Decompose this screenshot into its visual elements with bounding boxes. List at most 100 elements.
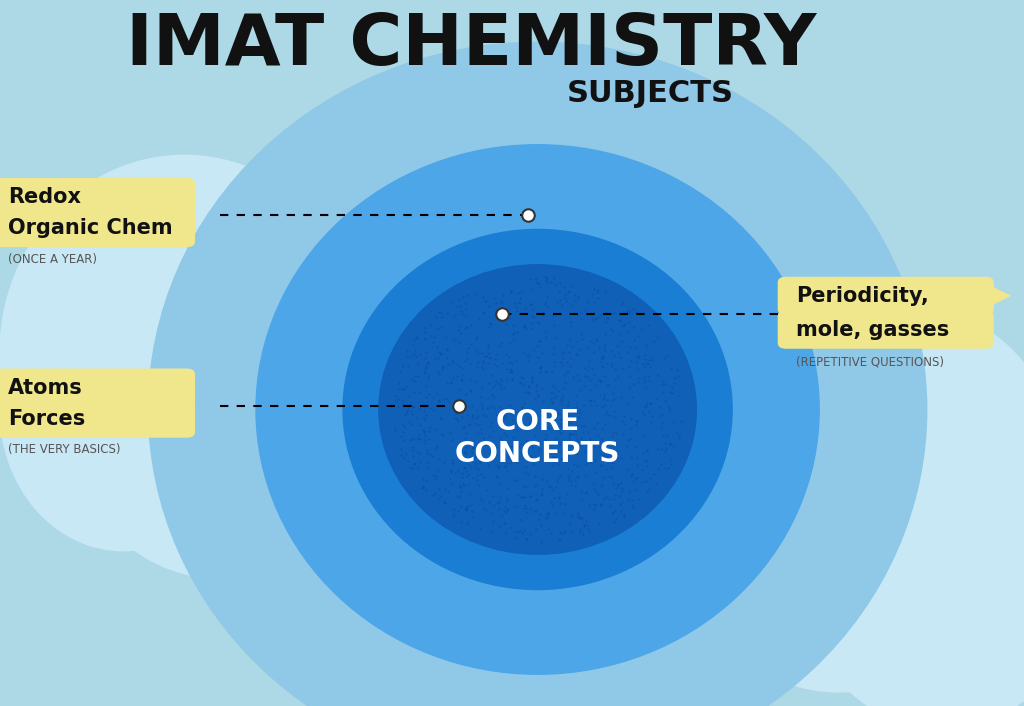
Point (424, 469, 440, 481)
Point (467, 457, 483, 469)
Point (532, 366, 549, 378)
Point (557, 292, 573, 304)
Point (455, 292, 471, 303)
Point (546, 360, 562, 371)
Point (444, 510, 461, 522)
Point (646, 468, 663, 479)
Point (539, 301, 555, 312)
Point (590, 429, 606, 441)
Point (551, 491, 567, 503)
Point (501, 357, 517, 368)
Point (459, 354, 475, 365)
Point (530, 316, 547, 328)
Point (586, 442, 602, 453)
Point (604, 508, 621, 520)
Point (557, 377, 573, 388)
Point (575, 421, 592, 432)
Point (519, 506, 536, 517)
Point (416, 427, 432, 438)
Point (412, 433, 428, 445)
Point (605, 388, 622, 399)
Point (586, 308, 602, 319)
Point (603, 457, 620, 469)
Point (554, 453, 570, 464)
Point (439, 343, 456, 354)
Point (459, 503, 475, 515)
Point (395, 420, 412, 431)
Point (642, 472, 658, 484)
Ellipse shape (343, 229, 732, 590)
Point (586, 283, 602, 294)
Point (622, 306, 638, 317)
Point (444, 372, 461, 383)
Point (475, 432, 492, 443)
Point (642, 397, 658, 409)
Point (475, 356, 492, 367)
Point (483, 417, 500, 429)
Point (510, 527, 526, 538)
Point (418, 409, 434, 421)
Point (417, 326, 433, 337)
Point (535, 488, 551, 499)
Point (561, 519, 578, 530)
Point (406, 335, 422, 346)
Point (539, 513, 555, 524)
Point (473, 427, 489, 438)
Point (631, 373, 647, 384)
Text: mole, gasses: mole, gasses (797, 320, 949, 340)
Point (427, 487, 443, 498)
Point (447, 407, 464, 418)
Point (527, 494, 544, 505)
Point (634, 406, 650, 417)
Point (614, 336, 631, 347)
Point (564, 410, 581, 421)
Point (492, 408, 508, 419)
Point (583, 400, 599, 411)
Point (586, 484, 602, 495)
Point (548, 333, 564, 344)
Point (477, 296, 494, 307)
Point (614, 362, 631, 373)
Point (563, 428, 580, 439)
Point (394, 400, 411, 412)
Point (512, 421, 528, 433)
Point (473, 391, 489, 402)
Point (496, 382, 512, 393)
Point (389, 393, 406, 405)
Point (467, 462, 483, 473)
Point (559, 287, 575, 298)
Point (472, 522, 488, 533)
Point (600, 312, 616, 323)
FancyBboxPatch shape (0, 400, 195, 438)
Point (490, 496, 507, 508)
Point (560, 464, 577, 475)
Point (569, 472, 586, 483)
Point (446, 309, 463, 321)
Point (606, 516, 623, 527)
Point (433, 308, 450, 319)
Point (517, 500, 534, 511)
Point (487, 297, 504, 309)
Point (629, 350, 645, 361)
Ellipse shape (737, 304, 1024, 657)
Point (559, 489, 575, 500)
Point (465, 441, 481, 453)
Point (547, 279, 563, 290)
Point (432, 412, 449, 424)
Point (505, 328, 521, 340)
Point (614, 429, 631, 440)
Point (453, 373, 469, 384)
Point (614, 485, 631, 496)
Point (417, 333, 433, 345)
Point (553, 428, 569, 439)
Point (553, 413, 569, 424)
Point (443, 297, 460, 308)
Point (543, 527, 559, 539)
Point (547, 451, 563, 462)
Point (600, 493, 616, 505)
Point (550, 458, 566, 469)
Point (488, 471, 505, 482)
Point (658, 443, 675, 454)
Point (464, 401, 480, 412)
Point (625, 304, 641, 315)
